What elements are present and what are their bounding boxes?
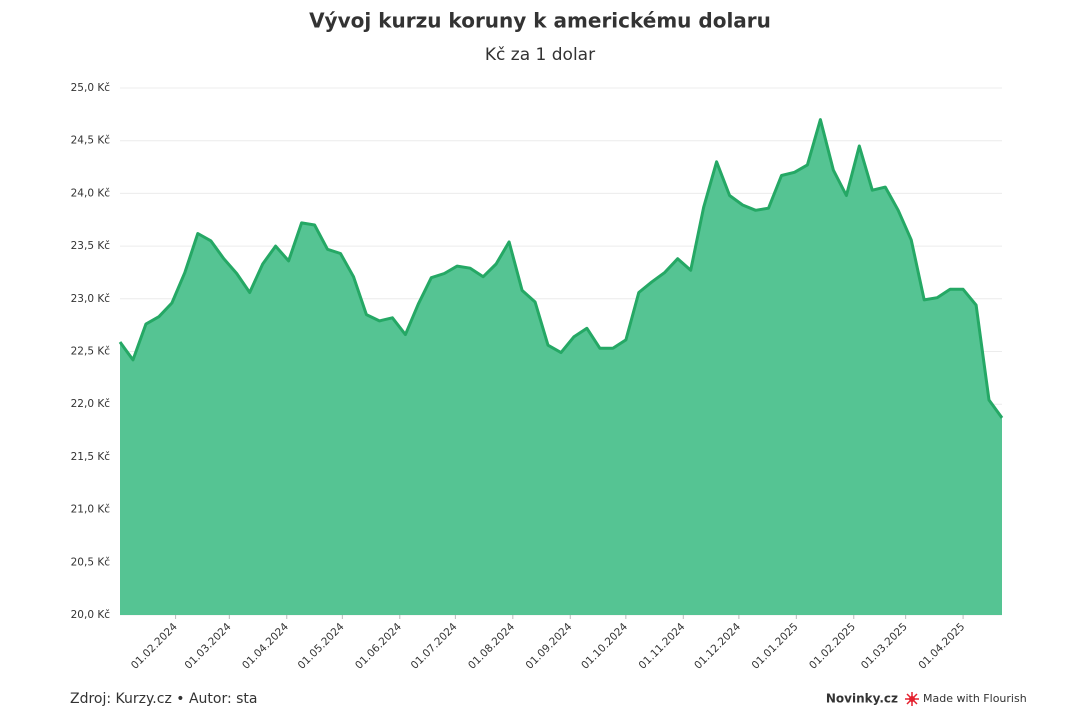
source: Zdroj: Kurzy.cz • Autor: sta bbox=[70, 691, 258, 707]
y-tick-label: 20,0 Kč bbox=[71, 609, 111, 621]
x-tick-label: 01.01.2025 bbox=[750, 621, 801, 672]
y-tick-label: 20,5 Kč bbox=[71, 556, 111, 568]
line bbox=[118, 118, 1004, 419]
x-tick-label: 01.10.2024 bbox=[579, 621, 630, 672]
y-tick-label: 22,5 Kč bbox=[71, 346, 111, 358]
y-tick-label: 23,0 Kč bbox=[71, 293, 111, 305]
x-tick-label: 01.03.2025 bbox=[859, 621, 910, 672]
chart-title: Vývoj kurzu koruny k americkému dolaru bbox=[309, 9, 771, 33]
y-tick-label: 23,5 Kč bbox=[71, 240, 111, 252]
y-tick-label: 24,0 Kč bbox=[71, 187, 111, 199]
flourish-credit[interactable]: Made with Flourish bbox=[923, 692, 1027, 705]
x-tick-label: 01.04.2025 bbox=[916, 621, 967, 672]
y-tick-label: 21,0 Kč bbox=[71, 504, 111, 516]
x-tick-label: 01.04.2024 bbox=[240, 621, 291, 672]
x-tick-label: 01.03.2024 bbox=[183, 621, 234, 672]
y-tick-label: 25,0 Kč bbox=[71, 82, 111, 94]
x-tick-label: 01.06.2024 bbox=[353, 621, 404, 672]
x-tick-label: 01.07.2024 bbox=[409, 621, 460, 672]
x-tick-label: 01.05.2024 bbox=[296, 621, 347, 672]
x-tick-label: 01.08.2024 bbox=[466, 621, 517, 672]
x-tick-label: 01.12.2024 bbox=[692, 621, 743, 672]
flourish-logo bbox=[905, 692, 919, 706]
y-tick-label: 22,0 Kč bbox=[71, 398, 111, 410]
brand: Novinky.cz bbox=[826, 692, 898, 706]
chart-subtitle: Kč za 1 dolar bbox=[485, 45, 595, 65]
x-tick-label: 01.11.2024 bbox=[637, 621, 688, 672]
area bbox=[120, 119, 1002, 615]
y-tick-label: 21,5 Kč bbox=[71, 451, 111, 463]
x-tick-label: 01.02.2025 bbox=[807, 621, 858, 672]
x-tick-label: 01.02.2024 bbox=[129, 621, 180, 672]
y-tick-label: 24,5 Kč bbox=[71, 135, 111, 147]
x-tick-label: 01.09.2024 bbox=[524, 621, 575, 672]
